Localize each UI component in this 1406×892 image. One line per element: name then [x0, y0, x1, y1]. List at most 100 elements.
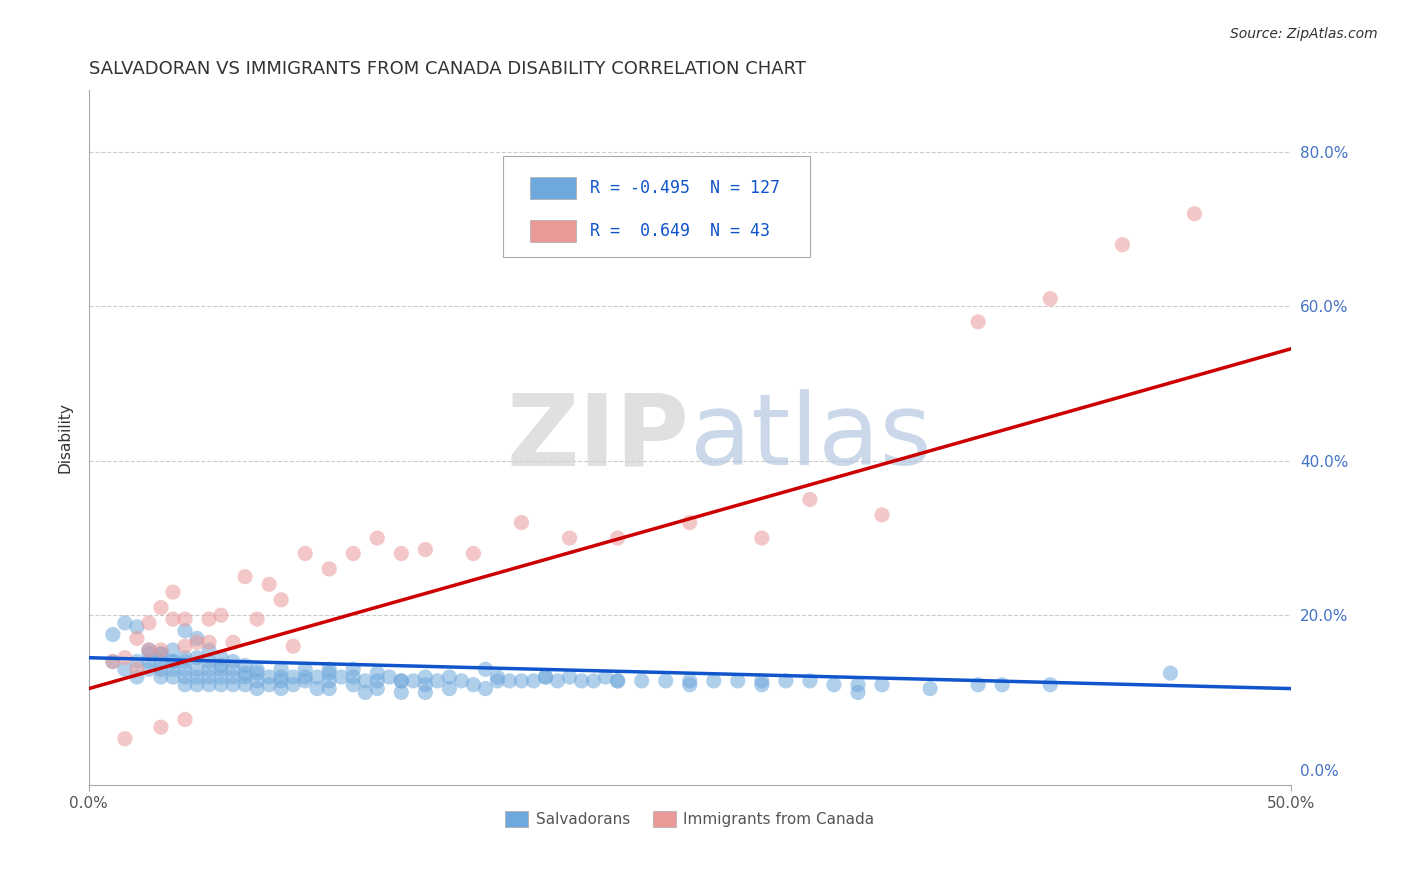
- Text: R = -0.495  N = 127: R = -0.495 N = 127: [591, 179, 780, 197]
- Point: [595, 670, 617, 684]
- Point: [138, 662, 160, 676]
- Point: [222, 655, 245, 669]
- Point: [233, 569, 256, 583]
- Point: [486, 670, 509, 684]
- Point: [101, 655, 124, 669]
- Point: [209, 662, 232, 676]
- Point: [233, 678, 256, 692]
- Point: [174, 655, 197, 669]
- Point: [1111, 237, 1133, 252]
- Point: [342, 662, 364, 676]
- Point: [870, 508, 893, 522]
- Point: [162, 670, 184, 684]
- Point: [342, 670, 364, 684]
- Point: [257, 678, 280, 692]
- Point: [209, 650, 232, 665]
- Point: [342, 546, 364, 560]
- Point: [222, 635, 245, 649]
- Point: [209, 678, 232, 692]
- Point: [138, 655, 160, 669]
- Point: [149, 662, 172, 676]
- Point: [606, 531, 628, 545]
- Point: [318, 562, 340, 576]
- Point: [366, 681, 388, 696]
- Point: [186, 678, 208, 692]
- Point: [389, 673, 412, 688]
- Point: [270, 662, 292, 676]
- Point: [198, 670, 221, 684]
- Point: [439, 670, 461, 684]
- Point: [389, 685, 412, 699]
- Point: [823, 678, 845, 692]
- Point: [402, 673, 425, 688]
- Point: [510, 516, 533, 530]
- Point: [330, 670, 353, 684]
- Point: [125, 662, 148, 676]
- Text: Source: ZipAtlas.com: Source: ZipAtlas.com: [1230, 27, 1378, 41]
- Point: [101, 655, 124, 669]
- Point: [246, 612, 269, 626]
- Point: [149, 720, 172, 734]
- Text: R =  0.649  N = 43: R = 0.649 N = 43: [591, 221, 770, 240]
- FancyBboxPatch shape: [503, 156, 810, 257]
- Text: SALVADORAN VS IMMIGRANTS FROM CANADA DISABILITY CORRELATION CHART: SALVADORAN VS IMMIGRANTS FROM CANADA DIS…: [89, 60, 806, 78]
- Point: [174, 612, 197, 626]
- Point: [125, 620, 148, 634]
- Point: [751, 531, 773, 545]
- Point: [991, 678, 1014, 692]
- Point: [174, 650, 197, 665]
- Point: [294, 546, 316, 560]
- Point: [522, 673, 544, 688]
- Point: [270, 673, 292, 688]
- Point: [846, 685, 869, 699]
- Point: [186, 650, 208, 665]
- Point: [198, 655, 221, 669]
- Point: [967, 678, 990, 692]
- Point: [209, 670, 232, 684]
- Point: [1184, 207, 1206, 221]
- Point: [162, 662, 184, 676]
- Text: atlas: atlas: [690, 389, 931, 486]
- Point: [775, 673, 797, 688]
- Point: [654, 673, 676, 688]
- Point: [318, 662, 340, 676]
- Point: [174, 624, 197, 638]
- Point: [162, 655, 184, 669]
- Point: [463, 546, 485, 560]
- Point: [270, 681, 292, 696]
- Point: [534, 670, 557, 684]
- Point: [198, 635, 221, 649]
- Point: [870, 678, 893, 692]
- Point: [149, 670, 172, 684]
- Point: [270, 670, 292, 684]
- Point: [439, 681, 461, 696]
- FancyBboxPatch shape: [530, 219, 575, 242]
- Point: [174, 639, 197, 653]
- Point: [571, 673, 593, 688]
- Point: [198, 612, 221, 626]
- Point: [198, 678, 221, 692]
- Point: [101, 627, 124, 641]
- Point: [799, 492, 821, 507]
- Point: [967, 315, 990, 329]
- Point: [209, 658, 232, 673]
- Point: [307, 681, 329, 696]
- Point: [138, 643, 160, 657]
- Point: [474, 681, 496, 696]
- Point: [114, 731, 136, 746]
- Point: [198, 662, 221, 676]
- Point: [415, 685, 437, 699]
- Point: [114, 650, 136, 665]
- Point: [679, 516, 702, 530]
- Point: [114, 615, 136, 630]
- Point: [174, 678, 197, 692]
- Point: [281, 670, 304, 684]
- Point: [558, 531, 581, 545]
- Point: [233, 658, 256, 673]
- Point: [162, 643, 184, 657]
- Point: [1039, 292, 1062, 306]
- Point: [1039, 678, 1062, 692]
- Point: [294, 662, 316, 676]
- Point: [498, 673, 520, 688]
- Text: ZIP: ZIP: [506, 389, 690, 486]
